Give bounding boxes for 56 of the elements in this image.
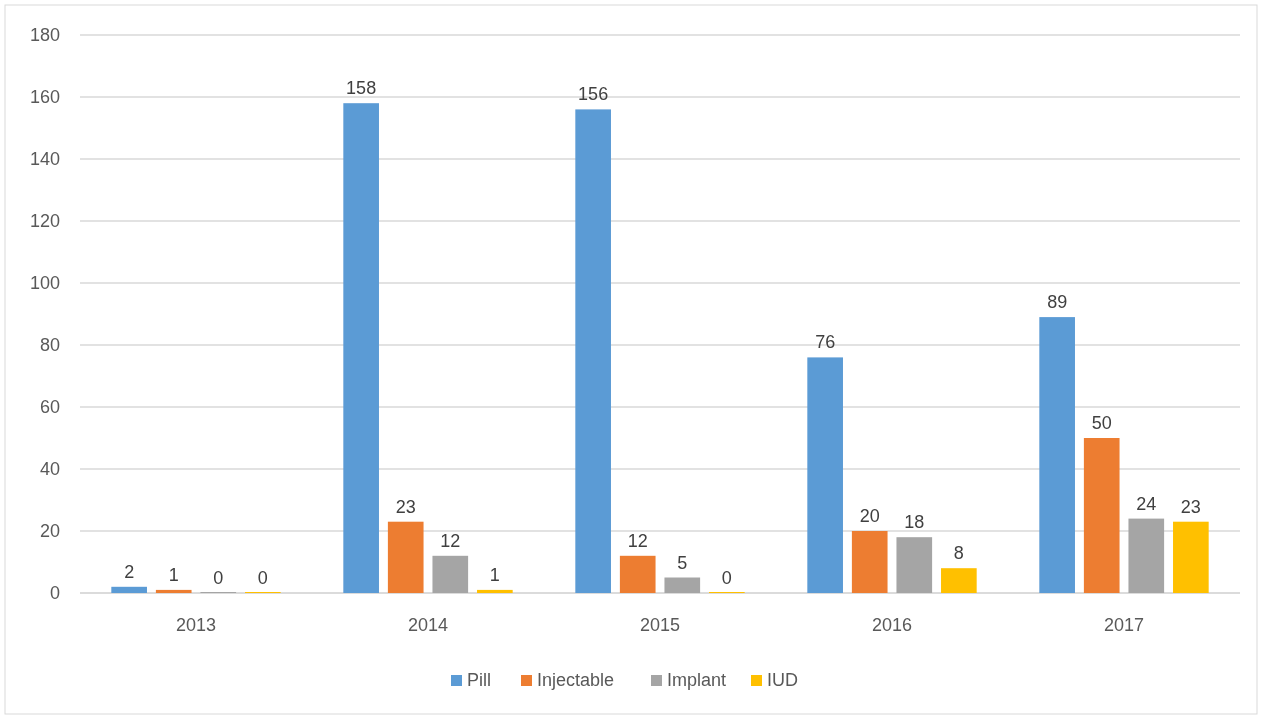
bar — [896, 537, 933, 593]
bar — [432, 555, 469, 593]
bar — [343, 103, 379, 593]
y-tick-label: 140 — [29, 149, 60, 169]
data-label: 158 — [346, 78, 377, 99]
data-label: 12 — [627, 530, 648, 551]
y-tick-label: 180 — [29, 25, 60, 45]
data-label: 76 — [815, 332, 836, 353]
bar — [155, 589, 192, 593]
legend-label: Implant — [667, 670, 727, 690]
y-tick-label: 120 — [29, 211, 60, 231]
x-tick-label: 2016 — [871, 615, 913, 635]
bar — [619, 555, 656, 593]
x-tick-label: 2017 — [1103, 615, 1145, 635]
data-label: 8 — [953, 543, 964, 564]
data-label: 50 — [1091, 413, 1112, 433]
legend-label: IUD — [767, 670, 798, 690]
legend-label: Injectable — [537, 670, 615, 690]
x-tick-label: 2013 — [175, 615, 217, 635]
bar — [111, 586, 147, 593]
bar — [664, 577, 701, 593]
y-tick-label: 100 — [29, 273, 60, 293]
x-tick-label: 2015 — [639, 615, 681, 635]
y-tick-label: 20 — [39, 521, 60, 541]
data-label: 12 — [440, 530, 461, 551]
bar — [807, 357, 843, 593]
data-label: 23 — [1180, 496, 1201, 517]
data-label: 1 — [168, 564, 179, 585]
bar — [1173, 521, 1209, 593]
legend-label: Pill — [467, 670, 492, 690]
bar — [851, 531, 888, 593]
data-label: 5 — [677, 552, 688, 573]
x-tick-label: 2014 — [407, 615, 449, 635]
bar — [387, 521, 424, 593]
y-tick-label: 80 — [39, 335, 60, 355]
data-label: 89 — [1047, 292, 1068, 313]
y-tick-label: 60 — [39, 397, 60, 417]
data-label: 156 — [578, 84, 609, 105]
data-label: 0 — [721, 568, 732, 588]
y-tick-label: 160 — [29, 87, 60, 107]
data-label: 0 — [213, 568, 224, 588]
y-tick-label: 40 — [39, 459, 60, 479]
data-label: 2 — [124, 561, 135, 582]
bar — [1083, 438, 1120, 593]
data-label: 1 — [489, 564, 500, 585]
bar — [1128, 518, 1165, 593]
bar — [575, 109, 611, 593]
data-label: 20 — [859, 506, 880, 526]
data-label: 24 — [1136, 493, 1157, 514]
bar — [477, 589, 513, 593]
data-label: 18 — [904, 512, 925, 533]
y-tick-label: 0 — [49, 583, 60, 603]
bar — [1039, 317, 1075, 593]
data-label: 0 — [257, 568, 268, 588]
bar — [941, 568, 977, 593]
data-label: 23 — [395, 496, 416, 517]
